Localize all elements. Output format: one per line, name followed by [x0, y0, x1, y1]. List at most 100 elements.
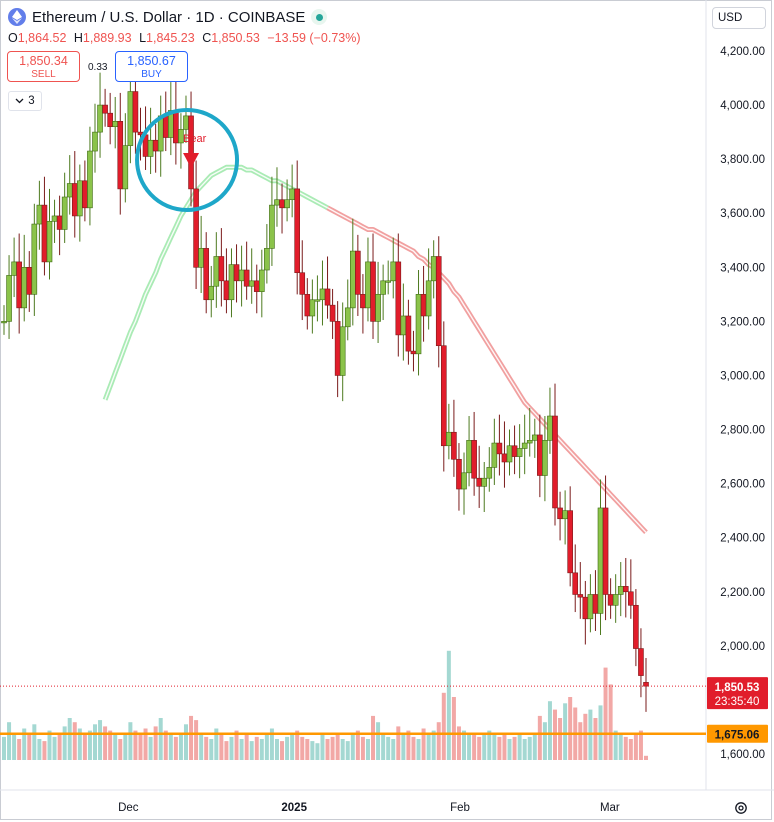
volume-bar	[229, 736, 234, 760]
volume-bar	[168, 734, 173, 760]
currency-selector[interactable]: USD	[712, 7, 766, 29]
volume-bar	[138, 734, 143, 760]
candle	[440, 345, 447, 447]
y-tick-label: 2,800.00	[720, 425, 765, 437]
volume-bar	[487, 730, 492, 760]
close-value: 1,850.53	[211, 31, 260, 45]
candle	[511, 445, 518, 457]
candle	[435, 256, 442, 347]
candle	[471, 440, 477, 479]
volume-bar	[52, 736, 57, 760]
volume-bar	[42, 741, 47, 760]
volume-bar	[633, 734, 638, 760]
candle	[26, 267, 33, 295]
volume-bar	[638, 730, 643, 760]
volume-bar	[158, 718, 163, 760]
volume-bar	[441, 692, 446, 760]
volume-bar	[537, 715, 542, 760]
candle	[531, 434, 538, 441]
low-value: 1,845.23	[146, 31, 195, 45]
countdown-label: 23:35:40	[715, 696, 760, 708]
candle	[238, 269, 245, 282]
last-price-badge	[707, 677, 768, 710]
volume-bar	[623, 736, 628, 760]
volume-bar	[502, 734, 507, 760]
volume-bar	[214, 728, 219, 760]
volume-bar	[239, 739, 244, 760]
volume-bar	[264, 734, 269, 760]
candle	[208, 285, 215, 301]
market-open-dot-icon[interactable]	[311, 9, 328, 25]
candle	[587, 594, 594, 620]
volume-bar	[360, 736, 365, 760]
buy-button[interactable]: 1,850.67 BUY	[115, 51, 188, 82]
candle	[233, 264, 240, 282]
candle	[127, 91, 134, 146]
volume-bar	[325, 739, 330, 760]
y-tick-label: 2,200.00	[720, 587, 765, 599]
volume-bar	[568, 697, 573, 760]
candle	[61, 196, 68, 230]
volume-bar	[340, 739, 345, 760]
candle	[622, 586, 629, 593]
candle	[162, 115, 169, 138]
candle	[66, 183, 73, 198]
volume-bar	[593, 718, 598, 760]
indicator-count: 3	[28, 95, 35, 107]
volume-bar	[148, 736, 153, 760]
candle	[71, 183, 78, 217]
volume-bar	[285, 736, 290, 760]
sell-button[interactable]: 1,850.34 SELL	[7, 51, 80, 82]
candle	[607, 594, 614, 606]
volume-bar	[396, 726, 401, 760]
candle	[21, 267, 28, 309]
volume-bar	[527, 736, 532, 760]
candle	[562, 510, 568, 520]
volume-bar	[371, 715, 376, 760]
candle	[299, 272, 306, 295]
candle	[643, 682, 649, 687]
volume-bar	[143, 728, 148, 760]
candle	[82, 180, 88, 209]
sell-price: 1,850.34	[19, 54, 68, 68]
volume-bar	[446, 650, 451, 760]
candle	[617, 586, 624, 595]
y-tick-label: 3,800.00	[720, 154, 765, 166]
volume-bar	[224, 741, 229, 760]
volume-bar	[578, 722, 583, 760]
candle	[6, 275, 12, 322]
volume-bar	[27, 734, 32, 760]
volume-bar	[244, 734, 249, 760]
candle	[526, 440, 533, 444]
volume-bar	[426, 734, 431, 760]
candle	[269, 204, 275, 249]
candle	[324, 288, 331, 306]
candle	[213, 256, 220, 287]
symbol-title[interactable]: Ethereum / U.S. Dollar · 1D · COINBASE	[32, 8, 306, 26]
bear-signal-label: Bear	[183, 133, 207, 145]
candle	[577, 594, 584, 598]
buy-label: BUY	[141, 69, 162, 80]
volume-bar	[547, 701, 552, 760]
volume-bar	[189, 715, 194, 760]
settings-gear-icon[interactable]	[733, 800, 749, 816]
volume-bar	[67, 718, 72, 760]
volume-bar	[178, 732, 183, 760]
volume-bar	[563, 703, 568, 760]
volume-bar	[98, 720, 103, 760]
candle	[456, 458, 462, 490]
volume-bar	[37, 739, 42, 760]
indicators-toggle[interactable]: 3	[8, 91, 42, 111]
candle	[274, 199, 280, 206]
candle	[481, 477, 488, 487]
candle	[572, 572, 579, 595]
level-badge	[707, 724, 768, 743]
volume-bar	[618, 734, 623, 760]
candle	[355, 250, 361, 295]
candle	[370, 261, 376, 322]
y-tick-label: 2,600.00	[720, 479, 765, 491]
y-tick-label: 4,200.00	[720, 46, 765, 58]
candle	[612, 594, 619, 606]
volume-bar	[431, 730, 436, 760]
